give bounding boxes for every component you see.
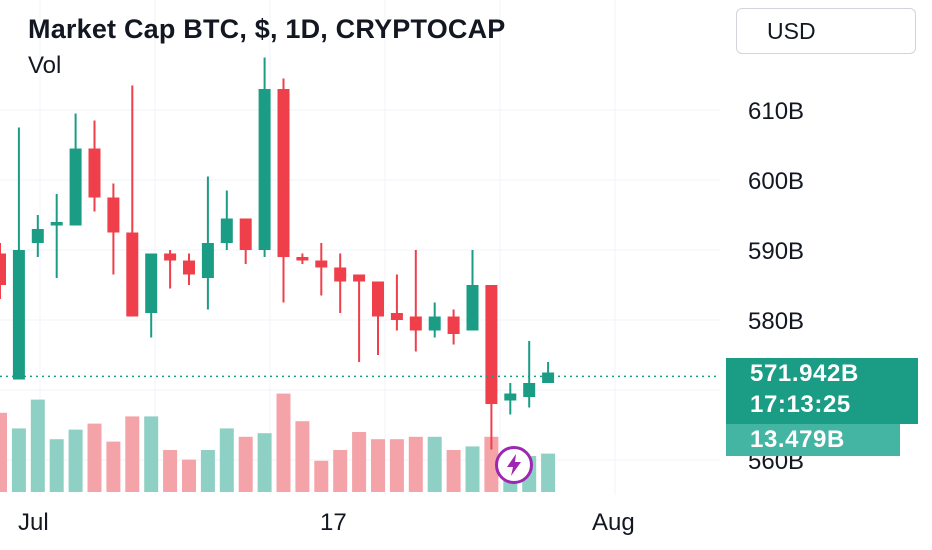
volume-bar-4 (68, 429, 83, 492)
candle-body-6 (107, 197, 120, 233)
candle-body-14 (258, 89, 271, 250)
volume-indicator-label[interactable]: Vol (28, 52, 62, 79)
x-axis-labels: Jul 17 Aug (18, 509, 635, 536)
grid-lines (0, 0, 720, 495)
x-tick-label: 17 (320, 509, 347, 536)
candles (0, 57, 555, 450)
candle-body-28 (523, 383, 536, 397)
volume-bar-18 (333, 450, 348, 492)
y-tick-label: 580B (748, 308, 804, 335)
candle-body-7 (126, 232, 139, 317)
y-tick-label: 590B (748, 238, 804, 265)
volume-bar-8 (144, 416, 159, 492)
last-price-tag: 571.942B 17:13:25 (726, 358, 918, 424)
candle-body-18 (334, 267, 347, 282)
y-tick-label: 610B (748, 98, 804, 125)
candle-body-13 (239, 218, 252, 250)
candle-body-4 (69, 148, 82, 226)
candle-body-27 (504, 393, 517, 401)
volume-bar-1 (11, 428, 26, 492)
volume-bar-9 (163, 450, 178, 492)
candle-body-11 (201, 243, 214, 278)
volume-bar-19 (352, 432, 367, 492)
chart-title: Market Cap BTC, $, 1D, CRYPTOCAP (28, 14, 506, 44)
candle-body-29 (542, 372, 555, 383)
last-price-value: 571.942B (750, 360, 859, 387)
x-tick-label: Jul (18, 509, 49, 536)
candle-body-9 (164, 253, 177, 261)
volume-bar-0 (0, 412, 7, 492)
candle-body-5 (88, 148, 101, 198)
volume-bar-23 (427, 436, 442, 492)
candle-body-22 (409, 316, 422, 331)
candle-body-25 (466, 285, 479, 331)
candle-body-16 (296, 257, 309, 261)
candle-body-24 (447, 316, 460, 334)
candle-body-17 (315, 260, 328, 268)
volume-bar-13 (238, 436, 253, 492)
candle-body-19 (353, 274, 366, 282)
candle-body-20 (372, 281, 384, 317)
volume-value-tag: 13.479B (726, 424, 900, 456)
candle-body-0 (0, 253, 6, 285)
volume-bar-17 (314, 460, 329, 492)
candle-body-15 (277, 89, 290, 257)
volume-bar-7 (125, 416, 140, 492)
volume-bar-29 (541, 453, 556, 492)
volume-bar-20 (371, 439, 385, 492)
candle-body-21 (390, 313, 403, 320)
candle-body-2 (31, 229, 44, 243)
volume-bars (0, 393, 556, 492)
candle-body-1 (12, 250, 25, 380)
y-tick-label: 600B (748, 168, 804, 195)
volume-bar-16 (295, 421, 310, 492)
bar-countdown: 17:13:25 (750, 391, 851, 418)
candle-body-8 (145, 253, 158, 313)
candle-body-26 (485, 285, 498, 404)
volume-bar-22 (408, 436, 423, 492)
volume-bar-26 (484, 436, 499, 492)
volume-bar-15 (276, 393, 291, 492)
volume-bar-10 (182, 459, 196, 492)
volume-bar-25 (465, 446, 480, 492)
volume-bar-2 (30, 399, 45, 492)
volume-bar-21 (389, 439, 404, 492)
volume-bar-6 (106, 441, 121, 492)
candle-body-12 (220, 218, 233, 243)
volume-bar-5 (87, 423, 102, 492)
candle-body-23 (428, 316, 441, 331)
volume-bar-14 (257, 433, 272, 492)
volume-bar-11 (200, 450, 215, 492)
lightning-bolt-icon[interactable] (495, 446, 533, 484)
volume-bar-12 (219, 428, 234, 492)
x-tick-label: Aug (592, 509, 635, 536)
volume-bar-3 (49, 439, 64, 492)
candle-body-3 (50, 222, 63, 226)
candle-body-10 (183, 260, 195, 275)
currency-button[interactable]: USD (736, 8, 916, 54)
volume-bar-24 (446, 450, 461, 492)
